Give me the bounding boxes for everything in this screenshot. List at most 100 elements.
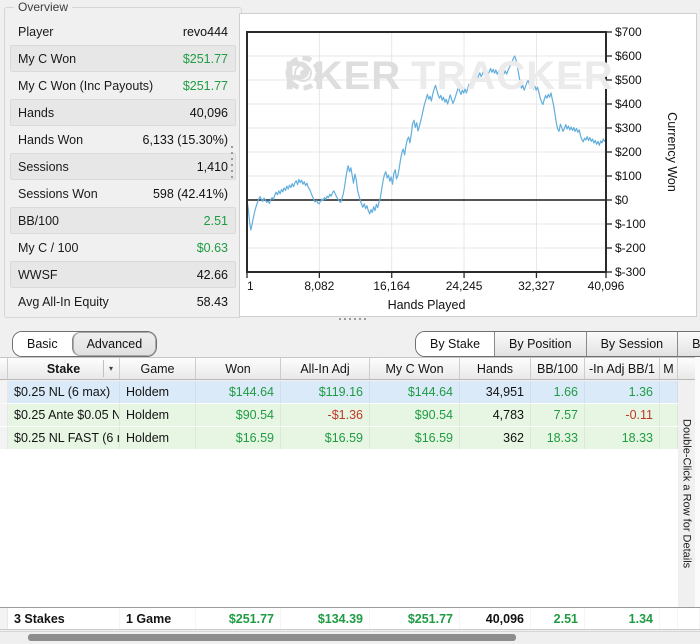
column-header-won[interactable]: Won: [196, 358, 281, 379]
tab-basic[interactable]: Basic: [13, 332, 72, 356]
summary-all-in-adj-bb100: 1.34: [585, 608, 660, 629]
stat-row-sessions: Sessions 1,410: [10, 153, 236, 180]
column-header-all-in-adj[interactable]: All-In Adj: [281, 358, 370, 379]
column-header-bb100[interactable]: BB/100: [531, 358, 585, 379]
summary-my-c-won: $251.77: [370, 608, 460, 629]
column-header-all-in-adj-bb100[interactable]: -In Adj BB/1: [585, 358, 660, 379]
vertical-splitter-handle[interactable]: [230, 146, 234, 186]
cell-won: $16.59: [196, 427, 281, 449]
tab-by-stake[interactable]: By Stake: [416, 332, 495, 356]
cell-stake: $0.25 Ante $0.05 NL (6 max): [8, 404, 120, 426]
cell-my-c-won: $90.54: [370, 404, 460, 426]
horizontal-scrollbar[interactable]: [0, 631, 700, 643]
stake-filter-dropdown-icon[interactable]: ▾: [103, 360, 118, 377]
cell-bb100: 7.57: [531, 404, 585, 426]
tab-by-date[interactable]: By Date: [677, 332, 700, 356]
stat-value: 40,096: [189, 105, 228, 120]
x-tick-label: 8,082: [304, 279, 334, 293]
summary-won: $251.77: [196, 608, 281, 629]
column-header-hands[interactable]: Hands: [460, 358, 531, 379]
stat-row-sessions-won: Sessions Won 598 (42.41%): [10, 180, 236, 207]
stat-value: $0.63: [196, 240, 228, 255]
stat-label: My C / 100: [18, 240, 79, 255]
right-scroll-strip: [695, 357, 700, 630]
stake-row-025nl-6max[interactable]: $0.25 NL (6 max) Holdem $144.64 $119.16 …: [0, 381, 678, 404]
x-tick-label: 16,164: [373, 279, 410, 293]
stat-value: revo444: [182, 24, 228, 39]
stat-label: Sessions Won: [18, 186, 98, 201]
stat-label: Player: [18, 24, 54, 39]
side-note-strip: Double-Click a Row for Details: [678, 380, 695, 607]
y-tick-label: $700: [615, 25, 642, 39]
stat-row-my-c-won: My C Won $251.77: [10, 45, 236, 72]
cell-game: Holdem: [120, 381, 196, 403]
x-axis-label: Hands Played: [388, 298, 466, 312]
horizontal-scrollbar-thumb[interactable]: [28, 634, 516, 641]
column-header-truncated[interactable]: M: [660, 358, 678, 379]
winnings-line-chart: $700 $600 $500 $400 $300 $200 $100 $0 $-100 $-200…: [246, 25, 679, 312]
cell-hands: 362: [460, 427, 531, 449]
stat-value: 598 (42.41%): [152, 186, 228, 201]
stake-row-025nl-fast[interactable]: $0.25 NL FAST (6 max) Holdem $16.59 $16.…: [0, 427, 678, 450]
cell-my-c-won: $144.64: [370, 381, 460, 403]
stat-value: 58.43: [196, 294, 228, 309]
overview-title: Overview: [18, 0, 69, 14]
stat-label: My C Won (Inc Payouts): [18, 78, 154, 93]
x-tick-label: 32,327: [518, 279, 555, 293]
stat-label: WWSF: [18, 267, 58, 282]
column-header-stake[interactable]: Stake ▾: [8, 358, 120, 379]
row-gutter: [0, 427, 8, 449]
cell-hands: 34,951: [460, 381, 531, 403]
y-tick-label: $300: [615, 121, 642, 135]
y-tick-label: $-100: [615, 217, 646, 231]
horizontal-splitter-handle[interactable]: [339, 317, 366, 321]
stat-row-player: Player revo444: [10, 18, 236, 45]
gutter-header: [0, 358, 8, 379]
tab-by-position[interactable]: By Position: [494, 332, 586, 356]
summary-filler: [678, 608, 700, 629]
cell-truncated: [660, 608, 678, 629]
stake-row-025ante-nl[interactable]: $0.25 Ante $0.05 NL (6 max) Holdem $90.5…: [0, 404, 678, 427]
cell-all-in-adj: $16.59: [281, 427, 370, 449]
stat-label: Avg All-In Equity: [18, 294, 109, 309]
table-empty-area: [0, 449, 678, 607]
double-click-hint: Double-Click a Row for Details: [680, 418, 693, 569]
row-gutter: [0, 404, 8, 426]
y-tick-label: $400: [615, 97, 642, 111]
cell-all-in-adj-bb100: -0.11: [585, 404, 660, 426]
y-tick-label: $200: [615, 145, 642, 159]
cell-truncated: [660, 404, 678, 426]
stat-row-my-c-won-inc: My C Won (Inc Payouts) $251.77: [10, 72, 236, 99]
column-header-game[interactable]: Game: [120, 358, 196, 379]
chart-panel: $700 $600 $500 $400 $300 $200 $100 $0 $-100 $-200…: [239, 13, 697, 317]
results-table-header: Stake ▾ Game Won All-In Adj My C Won Hand…: [0, 357, 700, 380]
stat-value: 2.51: [203, 213, 228, 228]
stat-label: Hands Won: [18, 132, 84, 147]
stat-label: BB/100: [18, 213, 60, 228]
y-tick-label: $0: [615, 193, 629, 207]
stat-row-hands-won: Hands Won 6,133 (15.30%): [10, 126, 236, 153]
cell-won: $90.54: [196, 404, 281, 426]
tab-advanced[interactable]: Advanced: [71, 332, 157, 356]
view-mode-tabs: Basic Advanced: [12, 331, 158, 357]
y-tick-label: $-200: [615, 241, 646, 255]
y-tick-label: $-300: [615, 265, 646, 279]
stat-value: 42.66: [196, 267, 228, 282]
stat-value: $251.77: [182, 78, 228, 93]
cell-game: Holdem: [120, 427, 196, 449]
cell-won: $144.64: [196, 381, 281, 403]
column-header-my-c-won[interactable]: My C Won: [370, 358, 460, 379]
cell-stake: $0.25 NL (6 max): [8, 381, 120, 403]
winnings-line: [246, 55, 607, 231]
cell-truncated: [660, 381, 678, 403]
cell-all-in-adj-bb100: 18.33: [585, 427, 660, 449]
tab-by-session[interactable]: By Session: [585, 332, 678, 356]
cell-bb100: 18.33: [531, 427, 585, 449]
stat-value: 6,133 (15.30%): [142, 132, 228, 147]
overview-rows: Player revo444 My C Won $251.77 My C Won (…: [10, 18, 236, 315]
summary-row: 3 Stakes 1 Game $251.77 $134.39 $251.77 …: [0, 607, 700, 630]
summary-bb100: 2.51: [531, 608, 585, 629]
stat-value: $251.77: [182, 51, 228, 66]
y-tick-label: $600: [615, 49, 642, 63]
cell-all-in-adj-bb100: 1.36: [585, 381, 660, 403]
